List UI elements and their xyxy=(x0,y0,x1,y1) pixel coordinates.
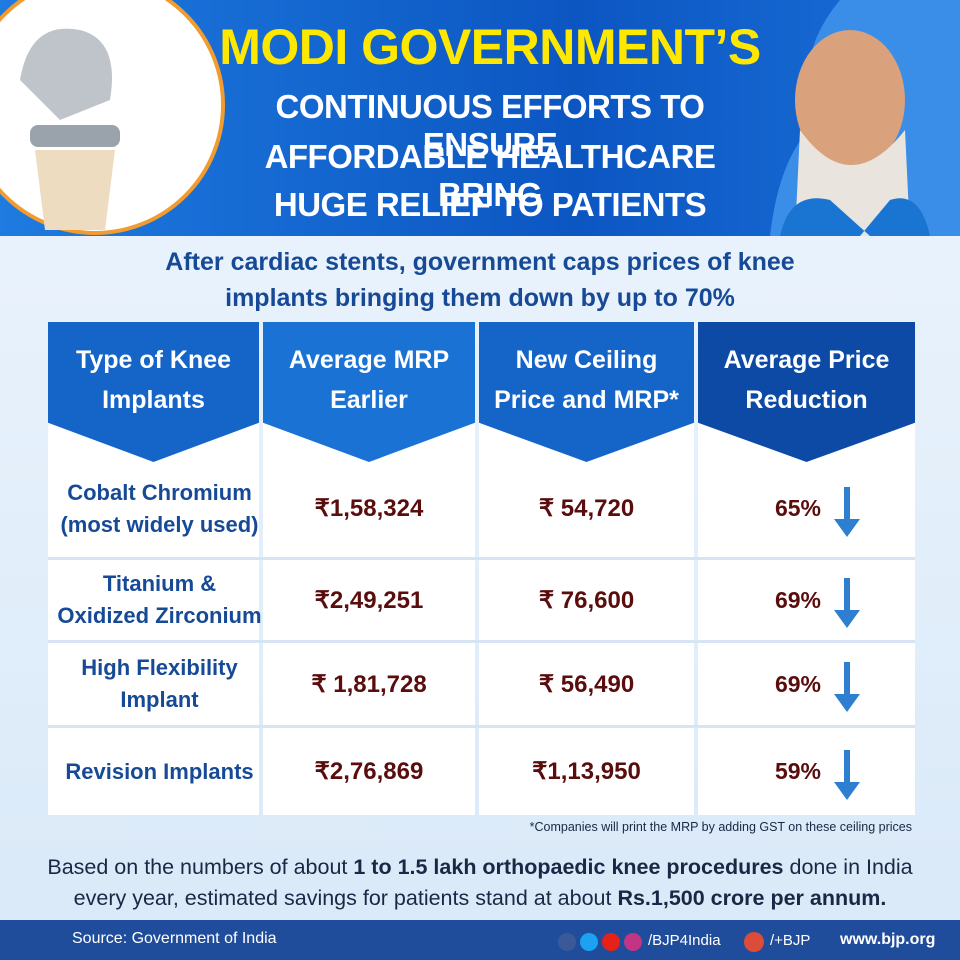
note-text: Based on the numbers of about xyxy=(47,855,354,879)
arrow-shape xyxy=(834,578,860,628)
table-cell: ₹ 76,600 xyxy=(538,586,635,614)
row-label: Revision Implants xyxy=(65,758,254,784)
gplus-icon xyxy=(744,932,764,952)
implant-circle xyxy=(0,0,225,235)
icon xyxy=(558,933,576,951)
table-cell: 69% xyxy=(774,586,822,613)
table-cell: ₹2,49,251 xyxy=(314,586,424,614)
bottom-note: Based on the numbers of about 1 to 1.5 l… xyxy=(20,852,940,914)
table-cell: 69% xyxy=(774,670,822,697)
gplus-handle: /+BJP xyxy=(770,932,811,949)
implant-plate xyxy=(30,125,120,147)
implant-femur xyxy=(20,28,112,120)
social-icons xyxy=(558,933,642,951)
title-line: HUGE RELIEF TO PATIENTS xyxy=(273,186,707,223)
title: MODI GOVERNMENT’S xyxy=(219,19,761,75)
note-bold: 1 to 1.5 lakh orthopaedic knee procedure… xyxy=(353,855,784,879)
table-cell: ₹ 56,490 xyxy=(538,670,635,698)
handle: /BJP4India xyxy=(648,932,721,949)
title-line: CONTINUOUS EFFORTS TO ENSURE xyxy=(275,88,705,163)
down-arrow xyxy=(834,578,860,628)
down-arrow xyxy=(834,749,860,800)
icon xyxy=(624,933,642,951)
table-cell: ₹ 1,81,728 xyxy=(311,670,427,698)
source: Source: Government of India xyxy=(72,930,277,947)
title-line: AFFORDABLE HEALTHCARE BRING xyxy=(264,138,716,213)
icon xyxy=(580,933,598,951)
header-art xyxy=(0,0,960,236)
icon xyxy=(744,932,764,952)
arrow-shape xyxy=(834,486,860,537)
row-label: Titanium & Oxidized Zirconium xyxy=(57,571,262,628)
footnote: *Companies will print the MRP by adding … xyxy=(529,820,912,834)
down-arrow xyxy=(834,662,860,712)
bone xyxy=(35,150,115,230)
website: www.bjp.org xyxy=(840,931,936,948)
subtitle: After cardiac stents, government caps pr… xyxy=(165,248,795,276)
table-cell: ₹1,58,324 xyxy=(314,495,424,522)
row-separator xyxy=(48,725,915,728)
down-arrow xyxy=(834,486,860,537)
row-label: High Flexibility Implant xyxy=(81,655,238,712)
icon xyxy=(602,933,620,951)
footer-bar xyxy=(0,920,960,960)
row-separator xyxy=(48,557,915,560)
table-cell: 59% xyxy=(774,758,822,784)
subtitle: implants bringing them down by up to 70% xyxy=(225,284,735,312)
table-cell: ₹2,76,869 xyxy=(314,758,424,785)
row-separator xyxy=(48,640,915,643)
portrait-face xyxy=(795,30,905,170)
arrow-shape xyxy=(834,662,860,712)
row-label: Cobalt Chromium (most widely used) xyxy=(60,479,259,537)
note-bold: Rs.1,500 crore per annum. xyxy=(617,886,887,910)
table-cell: ₹ 54,720 xyxy=(538,495,635,522)
table-cell: ₹1,13,950 xyxy=(532,758,641,785)
note-text: done in India every year, estimated savi… xyxy=(73,855,913,910)
arrow-shape xyxy=(834,749,860,800)
portrait-vest xyxy=(780,198,930,236)
table-cell: 65% xyxy=(774,495,822,521)
